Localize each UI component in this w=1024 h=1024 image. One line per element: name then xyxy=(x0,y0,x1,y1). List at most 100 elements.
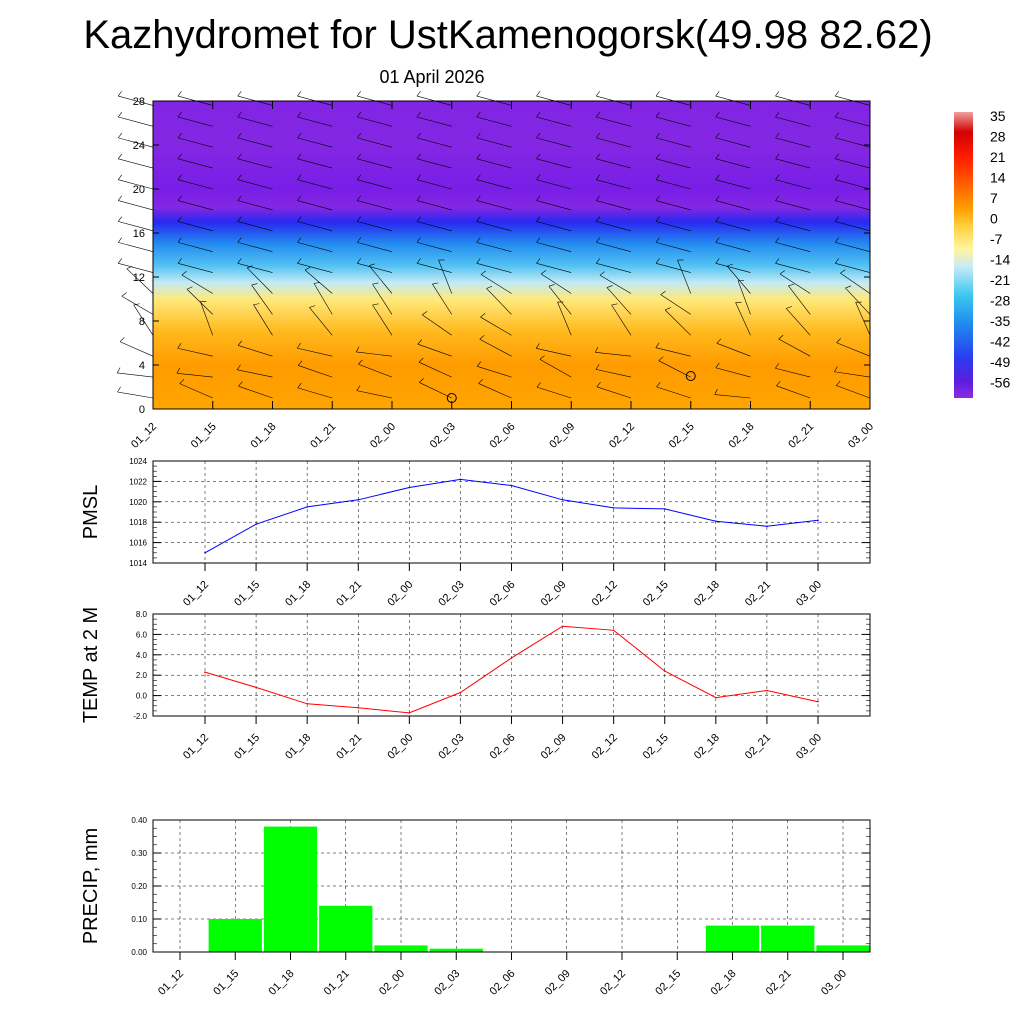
colorbar-label: -28 xyxy=(990,293,1010,309)
wind-barb-feather xyxy=(177,91,182,97)
wind-barb xyxy=(714,394,751,399)
temp-data-point xyxy=(715,696,717,699)
wind-barb xyxy=(119,341,154,357)
wind-barb-feather xyxy=(595,111,601,118)
temp-y-tick-label: 0.0 xyxy=(136,692,148,701)
precip-x-tick-label: 01_15 xyxy=(211,968,241,998)
wind-barb xyxy=(177,200,213,211)
wind-barb xyxy=(596,242,632,252)
wind-barb xyxy=(297,179,333,190)
wind-barb-feather xyxy=(237,91,242,97)
wind-barb-feather xyxy=(476,132,481,139)
wind-barb-feather xyxy=(655,342,660,348)
wind-barb-feather xyxy=(117,195,123,201)
wind-barb xyxy=(536,116,572,127)
wind-barb-feather xyxy=(479,335,485,340)
wind-barb-feather xyxy=(834,237,840,243)
wind-barb-feather xyxy=(655,91,660,97)
temp-data-point xyxy=(561,625,564,628)
wind-barb-feather xyxy=(834,132,840,139)
wind-barb xyxy=(855,302,871,336)
wind-barb-feather xyxy=(775,195,780,201)
wind-barb-feather xyxy=(834,216,840,222)
wind-barb-feather xyxy=(476,258,481,264)
wind-barb-feather xyxy=(356,174,362,180)
wind-barb-feather xyxy=(356,385,361,391)
wind-barb-feather xyxy=(655,153,660,159)
wind-barb-feather xyxy=(356,111,362,118)
wind-barb xyxy=(237,369,273,378)
wind-barb-feather xyxy=(313,282,320,284)
wind-barb-feather xyxy=(655,195,660,201)
wind-barb xyxy=(237,262,273,273)
wind-barb xyxy=(775,116,811,127)
wind-barb xyxy=(117,391,154,399)
wind-barb xyxy=(775,242,811,252)
precip-y-tick-label: 0.40 xyxy=(131,816,147,825)
wind-barb-feather xyxy=(237,237,242,243)
wind-barb xyxy=(237,242,273,252)
wind-barb-feather xyxy=(480,313,486,318)
wind-barb xyxy=(845,287,871,315)
colorbar: 35 28 21 14 7 0 -7 -14 -21 -28 -35 -42 -49 -56 xyxy=(954,108,1010,398)
precip-y-label: PRECIP, mm xyxy=(80,828,102,944)
wind-barb-feather xyxy=(715,111,720,118)
pmsl-data-point xyxy=(408,486,411,489)
temp-x-tick-label: 02_18 xyxy=(692,732,722,762)
precip-x-tick-label: 02_09 xyxy=(543,968,573,998)
wind-barb-feather xyxy=(416,174,421,180)
wind-barb-feather xyxy=(727,263,733,267)
precip-x-tick-label: 01_12 xyxy=(156,968,186,998)
wind-barb-feather xyxy=(595,216,601,222)
wind-barb xyxy=(655,347,691,357)
colorbar-label: -14 xyxy=(990,252,1010,268)
wind-barb xyxy=(416,262,452,273)
temp-data-point xyxy=(459,691,462,694)
wind-barb xyxy=(177,158,213,169)
wind-barb xyxy=(237,158,273,169)
temp-y-tick-label: 4.0 xyxy=(136,651,148,660)
wind-barb xyxy=(237,179,273,190)
wind-barb xyxy=(253,304,273,336)
wind-barb-feather xyxy=(372,282,379,285)
wind-barb xyxy=(357,137,393,148)
wind-barb xyxy=(479,338,512,357)
wind-barb xyxy=(297,137,333,148)
cross-section-field xyxy=(153,101,870,409)
wind-barb-feather xyxy=(297,153,302,159)
wind-barb xyxy=(835,179,871,190)
wind-barb xyxy=(557,301,572,336)
wind-barb xyxy=(715,221,751,232)
pmsl-y-tick-label: 1024 xyxy=(129,457,147,466)
colorbar-label: -42 xyxy=(990,334,1010,350)
wind-barb-feather xyxy=(117,111,123,118)
wind-barb xyxy=(596,137,632,148)
wind-barb xyxy=(536,200,572,211)
wind-barb-feather xyxy=(845,285,852,289)
wind-barb-feather xyxy=(655,237,660,243)
wind-barb xyxy=(476,116,512,127)
cross-section-x-tick-label: 01_15 xyxy=(189,421,219,451)
wind-barb xyxy=(297,221,333,232)
precip-x-tick-label: 02_00 xyxy=(377,968,407,998)
wind-barb xyxy=(775,367,811,378)
pmsl-y-tick-label: 1018 xyxy=(129,518,147,527)
wind-barb xyxy=(121,296,154,315)
wind-barb-feather xyxy=(775,363,780,369)
wind-barb-feather xyxy=(539,355,545,360)
wind-barb xyxy=(297,262,333,273)
precip-axes: 0.00 0.10 0.20 0.30 0.40 01_12 01_15 01_18 01_21… xyxy=(131,816,870,998)
wind-barb xyxy=(200,301,214,336)
wind-barb-feather xyxy=(778,334,784,340)
wind-barb-feather xyxy=(418,357,424,363)
wind-barb xyxy=(177,116,213,127)
wind-barb-feather xyxy=(177,258,182,264)
wind-barb xyxy=(835,221,871,232)
wind-barb xyxy=(480,274,512,294)
wind-barb-feather xyxy=(775,237,780,243)
temp-y-tick-label: 6.0 xyxy=(136,630,148,639)
pmsl-y-label: PMSL xyxy=(80,485,102,539)
precip-y-tick-label: 0.10 xyxy=(131,915,147,924)
precip-x-tick-label: 02_18 xyxy=(709,968,739,998)
wind-barb-feather xyxy=(536,195,541,201)
